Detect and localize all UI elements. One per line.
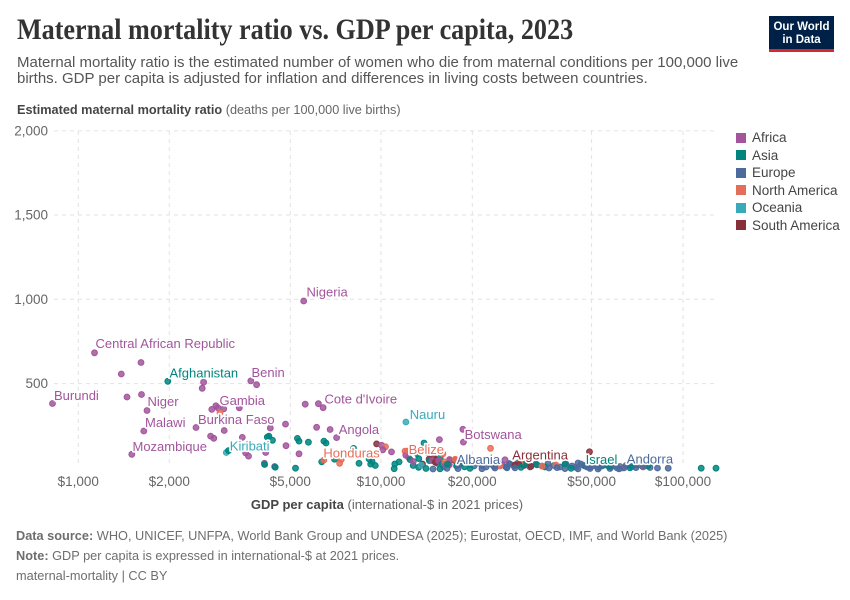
svg-text:Central African Republic: Central African Republic — [96, 336, 236, 351]
svg-text:Malawi: Malawi — [145, 415, 186, 430]
svg-text:$2,000: $2,000 — [149, 474, 190, 489]
svg-text:$5,000: $5,000 — [270, 474, 311, 489]
svg-text:Kiribati: Kiribati — [230, 439, 270, 454]
svg-text:1,000: 1,000 — [14, 292, 48, 307]
svg-text:Nigeria: Nigeria — [307, 285, 349, 300]
svg-text:Gambia: Gambia — [220, 393, 266, 408]
svg-text:Belize: Belize — [409, 442, 444, 457]
svg-text:Albania: Albania — [457, 452, 501, 467]
svg-text:Israel: Israel — [586, 452, 618, 467]
svg-text:Angola: Angola — [339, 422, 380, 437]
svg-text:$10,000: $10,000 — [357, 474, 406, 489]
svg-text:$100,000: $100,000 — [655, 474, 711, 489]
svg-text:Nauru: Nauru — [410, 407, 445, 422]
svg-text:2,000: 2,000 — [14, 124, 48, 139]
svg-text:$1,000: $1,000 — [58, 474, 99, 489]
svg-text:Andorra: Andorra — [627, 452, 674, 467]
svg-text:Honduras: Honduras — [323, 445, 380, 460]
svg-text:1,500: 1,500 — [14, 208, 48, 223]
svg-text:Benin: Benin — [252, 365, 285, 380]
svg-text:500: 500 — [25, 376, 48, 391]
svg-text:Burundi: Burundi — [54, 388, 99, 403]
svg-text:Botswana: Botswana — [465, 427, 523, 442]
svg-text:Argentina: Argentina — [512, 448, 568, 463]
svg-text:Niger: Niger — [148, 394, 180, 409]
svg-text:Cote d'Ivoire: Cote d'Ivoire — [325, 392, 398, 407]
svg-text:Afghanistan: Afghanistan — [170, 366, 239, 381]
svg-text:Burkina Faso: Burkina Faso — [198, 412, 275, 427]
svg-text:Mozambique: Mozambique — [133, 439, 207, 454]
svg-text:$20,000: $20,000 — [448, 474, 497, 489]
svg-text:$50,000: $50,000 — [567, 474, 616, 489]
